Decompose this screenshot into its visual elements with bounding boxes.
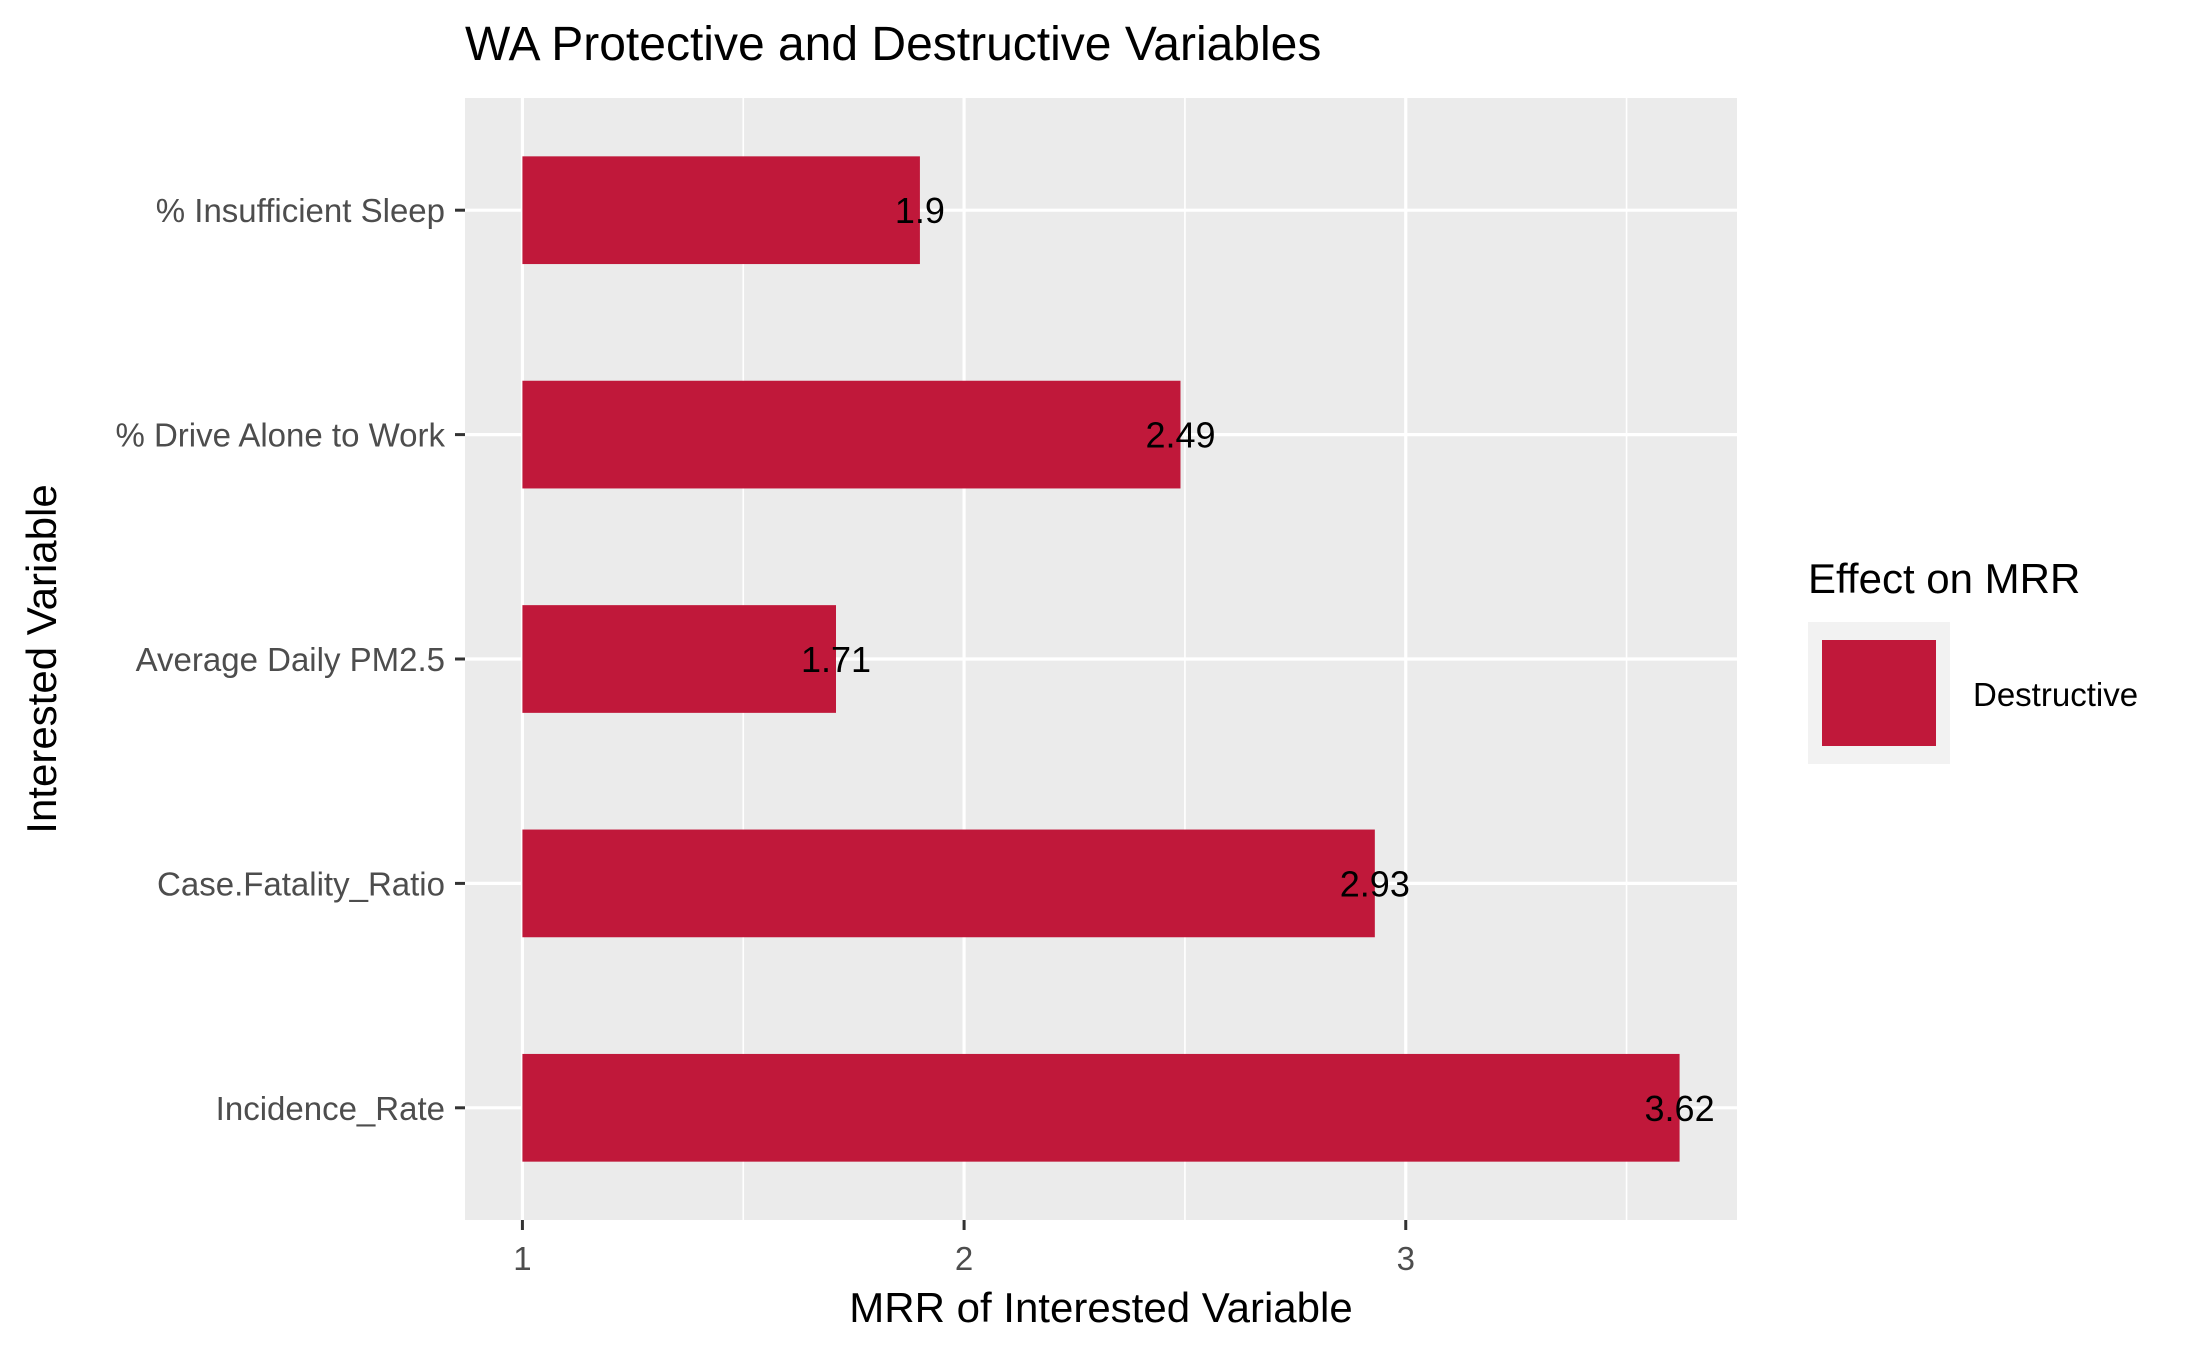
y-tick-label: % Insufficient Sleep [156, 192, 445, 229]
bar-value-label: 2.49 [1145, 415, 1215, 456]
y-tick-label: Incidence_Rate [216, 1090, 445, 1127]
y-tick-label: Case.Fatality_Ratio [157, 865, 445, 902]
y-tick-label: % Drive Alone to Work [115, 417, 445, 454]
bar-labels: 1.9 2.49 1.71 2.93 3.62 [801, 190, 1715, 1129]
x-axis-title: MRR of Interested Variable [849, 1284, 1352, 1331]
legend-title: Effect on MRR [1808, 555, 2080, 602]
x-tick-label: 2 [955, 1240, 973, 1277]
legend-label-destructive: Destructive [1973, 676, 2138, 713]
chart-title: WA Protective and Destructive Variables [465, 18, 1321, 71]
legend: Effect on MRR Destructive [1808, 555, 2138, 764]
bar-value-label: 3.62 [1645, 1088, 1715, 1129]
x-tick-label: 1 [513, 1240, 531, 1277]
bar [522, 156, 920, 265]
legend-swatch-destructive [1822, 640, 1936, 746]
bars [522, 156, 1680, 1162]
bar-value-label: 1.9 [895, 190, 945, 231]
x-axis: 1 2 3 [513, 1220, 1415, 1277]
bar [522, 605, 836, 713]
y-tick-label: Average Daily PM2.5 [136, 641, 445, 678]
bar-value-label: 1.71 [801, 639, 871, 680]
x-tick-label: 3 [1397, 1240, 1415, 1277]
y-axis: % Insufficient Sleep % Drive Alone to Wor… [115, 192, 465, 1127]
bar [522, 1053, 1680, 1162]
bar [522, 829, 1375, 938]
bar-value-label: 2.93 [1340, 863, 1410, 904]
bar [522, 380, 1181, 489]
y-axis-title: Interested Variable [18, 484, 65, 833]
